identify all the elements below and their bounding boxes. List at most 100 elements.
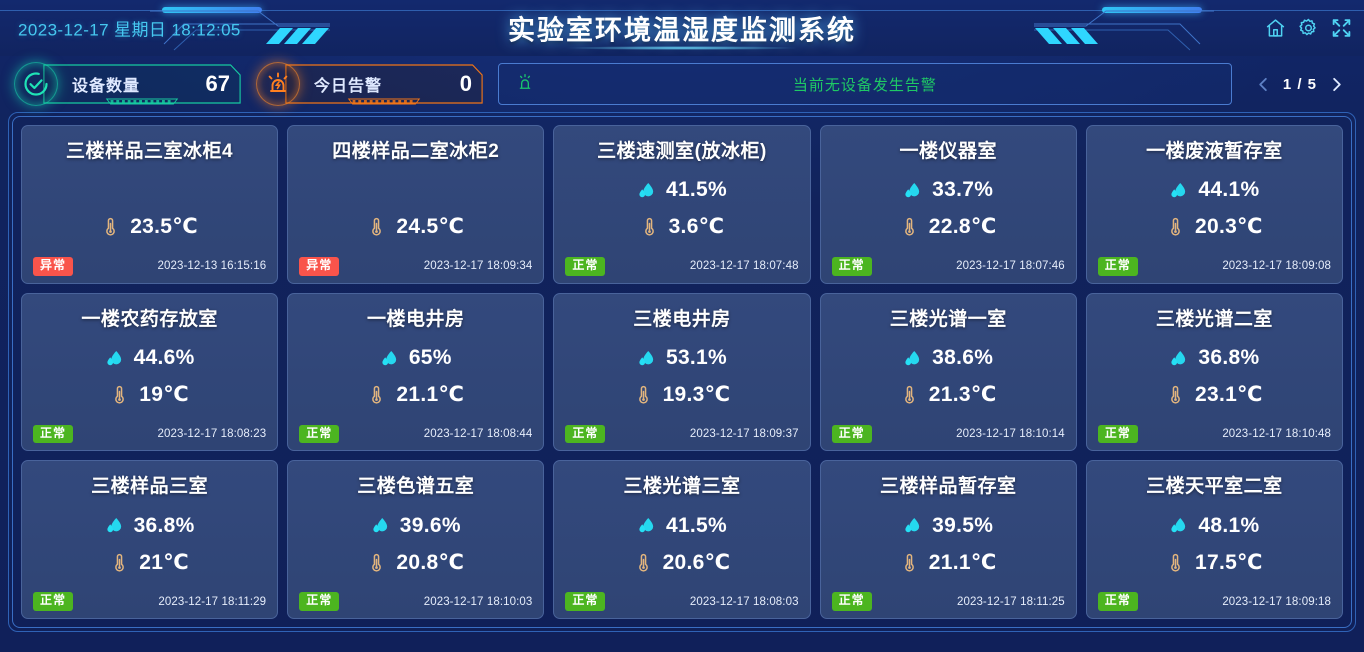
device-card-footer: 正常 2023-12-17 18:07:46 (831, 256, 1065, 276)
gear-icon[interactable] (1298, 18, 1319, 39)
device-card[interactable]: 三楼天平室二室 48.1% 17.5℃ 正常 2023-12-17 18:09:18 (1085, 460, 1343, 619)
status-badge: 正常 (565, 424, 606, 444)
device-card-readings: 44.6% 19℃ (33, 331, 266, 425)
temperature-value: 20.3℃ (1194, 215, 1263, 239)
pagination-next-button[interactable] (1329, 77, 1344, 92)
humidity-value: 48.1% (1198, 513, 1260, 537)
device-card-title: 一楼农药存放室 (81, 308, 218, 330)
thermometer-icon (1166, 551, 1185, 574)
temperature-value: 20.6℃ (662, 550, 731, 574)
thermometer-icon (634, 551, 653, 574)
device-card[interactable]: 三楼电井房 53.1% 19.3℃ 正常 2023-12-17 18:09:37 (553, 292, 811, 452)
humidity-drop-icon (903, 179, 922, 202)
device-card-readings: 38.6% 21.3℃ (832, 331, 1065, 425)
temperature-value: 23.5℃ (130, 215, 198, 239)
device-card[interactable]: 一楼电井房 65% 21.1℃ 正常 2023-12-17 18:08:44 (287, 292, 545, 452)
status-badge: 正常 (1097, 424, 1138, 444)
stats-bar: 设备数量 67 (0, 56, 1364, 112)
device-card-title: 三楼电井房 (633, 308, 731, 330)
device-card[interactable]: 三楼样品三室 36.8% 21℃ 正常 2023-12-17 18:11:29 (21, 460, 279, 619)
device-card-footer: 正常 2023-12-17 18:10:03 (299, 592, 532, 611)
header-decoration-right (1034, 0, 1214, 56)
temperature-value: 21.1℃ (928, 550, 997, 574)
device-card-timestamp: 2023-12-17 18:10:14 (956, 427, 1065, 440)
device-card-timestamp: 2023-12-17 18:08:03 (689, 595, 799, 608)
temperature-reading: 20.8℃ (367, 550, 464, 575)
temperature-reading: 23.5℃ (101, 214, 198, 239)
header-accent-bar-left (162, 7, 262, 13)
humidity-drop-icon (637, 179, 656, 202)
device-card-timestamp: 2023-12-17 18:10:48 (1222, 427, 1331, 440)
humidity-drop-icon (903, 514, 922, 537)
device-card-footer: 正常 2023-12-17 18:07:48 (565, 256, 798, 276)
thermometer-icon (110, 551, 129, 574)
header-rule (0, 10, 1364, 11)
device-card-footer: 正常 2023-12-17 18:08:44 (299, 424, 532, 444)
device-card[interactable]: 三楼样品暂存室 39.5% 21.1℃ 正常 2023-12-17 18:11:25 (819, 460, 1077, 619)
device-card[interactable]: 三楼色谱五室 39.6% 20.8℃ 正常 2023-12-17 18:10:03 (287, 460, 545, 619)
stat-today-alarm-value: 0 (459, 71, 472, 96)
thermometer-icon (367, 215, 386, 238)
status-badge: 正常 (1097, 256, 1138, 276)
alert-banner[interactable]: 当前无设备发生告警 (498, 63, 1232, 105)
stat-device-count-plate: 设备数量 67 (42, 63, 242, 105)
temperature-reading: 21.1℃ (367, 382, 464, 407)
pagination-label: 1 / 5 (1282, 75, 1317, 93)
status-badge: 正常 (299, 424, 340, 444)
humidity-reading: 44.6% (105, 346, 195, 370)
device-card[interactable]: 三楼光谱三室 41.5% 20.6℃ 正常 2023-12-17 18:08:03 (553, 460, 811, 619)
device-card[interactable]: 一楼农药存放室 44.6% 19℃ 正常 2023-12-17 18:08:23 (21, 292, 279, 452)
device-card-footer: 正常 2023-12-17 18:10:14 (831, 424, 1065, 444)
device-card-timestamp: 2023-12-17 18:09:18 (1222, 595, 1331, 608)
humidity-drop-icon (1169, 347, 1188, 370)
status-badge: 正常 (565, 592, 606, 611)
device-card[interactable]: 三楼光谱一室 38.6% 21.3℃ 正常 2023-12-17 18:10:14 (819, 292, 1077, 452)
humidity-value: 39.5% (932, 513, 994, 537)
stat-device-count-value: 67 (205, 71, 230, 96)
humidity-reading: 41.5% (637, 178, 727, 202)
stat-today-alarm[interactable]: 今日告警 0 (256, 62, 484, 106)
device-card-readings: 24.5℃ (299, 163, 532, 257)
device-card-title: 一楼仪器室 (899, 141, 997, 162)
device-card[interactable]: 一楼仪器室 33.7% 22.8℃ 正常 2023-12-17 18:07:46 (819, 125, 1077, 284)
device-card[interactable]: 四楼样品二室冰柜2 24.5℃ 异常 2023-12-17 18:09:34 (287, 125, 545, 284)
temperature-reading: 19℃ (110, 382, 189, 407)
device-card-readings: 65% 21.1℃ (299, 331, 532, 425)
temperature-value: 19.3℃ (662, 383, 731, 407)
device-card-title: 一楼废液暂存室 (1146, 141, 1283, 162)
humidity-value: 36.8% (133, 513, 195, 537)
fullscreen-icon[interactable] (1331, 18, 1352, 39)
home-icon[interactable] (1265, 18, 1286, 39)
temperature-value: 23.1℃ (1194, 383, 1263, 407)
device-card[interactable]: 三楼速测室(放冰柜) 41.5% 3.6℃ 正常 2023-12-17 18:07:48 (553, 125, 811, 284)
stat-today-alarm-label: 今日告警 (314, 78, 383, 95)
device-card[interactable]: 三楼光谱二室 36.8% 23.1℃ 正常 2023-12-17 18:10:48 (1085, 292, 1343, 452)
check-circle-icon (14, 62, 58, 106)
device-card-timestamp: 2023-12-17 18:11:25 (956, 595, 1065, 608)
status-badge: 正常 (299, 592, 340, 611)
device-card-timestamp: 2023-12-17 18:11:29 (158, 595, 267, 608)
stat-device-count[interactable]: 设备数量 67 (14, 62, 242, 106)
device-card-readings: 39.5% 21.1℃ (832, 498, 1065, 592)
device-card-timestamp: 2023-12-13 16:15:16 (157, 260, 267, 273)
humidity-value: 39.6% (399, 513, 461, 537)
temperature-value: 17.5℃ (1194, 550, 1263, 574)
device-card[interactable]: 一楼废液暂存室 44.1% 20.3℃ 正常 2023-12-17 18:09:08 (1085, 125, 1343, 284)
device-card-timestamp: 2023-12-17 18:09:08 (1222, 260, 1331, 273)
status-badge: 正常 (33, 424, 74, 444)
device-card-title: 三楼色谱五室 (357, 476, 475, 498)
pagination-prev-button[interactable] (1256, 77, 1271, 92)
alert-siren-icon (515, 72, 535, 97)
thermometer-icon (367, 383, 386, 406)
device-card-footer: 正常 2023-12-17 18:09:37 (565, 424, 798, 444)
device-card[interactable]: 三楼样品三室冰柜4 23.5℃ 异常 2023-12-13 16:15:16 (21, 125, 279, 284)
pagination: 1 / 5 (1246, 76, 1350, 93)
humidity-value: 33.7% (932, 178, 994, 202)
humidity-value: 36.8% (1198, 346, 1260, 370)
device-card-footer: 异常 2023-12-13 16:15:16 (33, 256, 267, 276)
humidity-drop-icon (1169, 514, 1188, 537)
humidity-reading: 38.6% (903, 346, 993, 370)
humidity-drop-icon (105, 347, 124, 370)
device-card-title: 一楼电井房 (367, 308, 465, 330)
device-card-title: 三楼速测室(放冰柜) (597, 141, 767, 162)
